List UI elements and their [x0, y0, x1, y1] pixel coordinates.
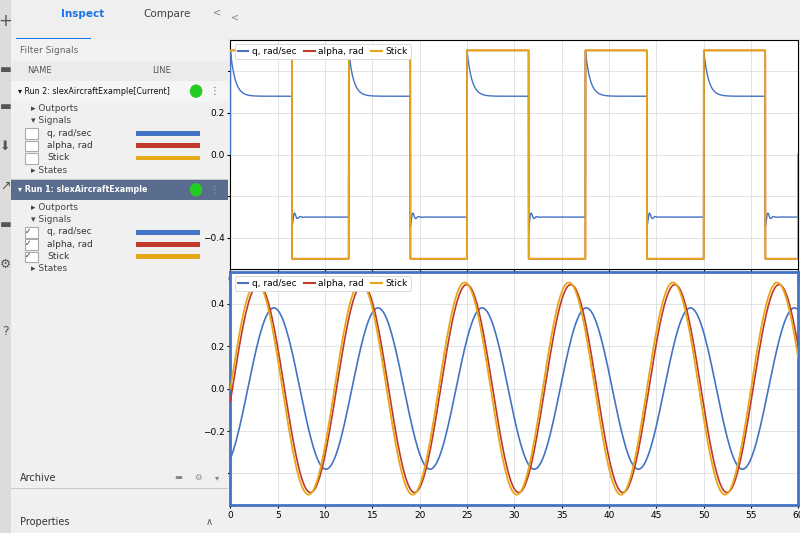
- Text: ✓: ✓: [25, 239, 31, 248]
- Bar: [25, 239, 38, 250]
- Text: ▬: ▬: [0, 63, 11, 76]
- Bar: [136, 131, 200, 136]
- Text: ▾ Signals: ▾ Signals: [31, 215, 71, 224]
- Text: +: +: [0, 12, 13, 30]
- Legend: q, rad/sec, alpha, rad, Stick: q, rad/sec, alpha, rad, Stick: [235, 276, 410, 291]
- Text: <: <: [231, 13, 239, 23]
- Bar: [11, 40, 228, 61]
- Text: ▬: ▬: [174, 473, 182, 482]
- Text: ▾: ▾: [214, 473, 218, 482]
- Bar: [11, 81, 228, 101]
- Text: ▾ Run 2: slexAircraftExample[Current]: ▾ Run 2: slexAircraftExample[Current]: [18, 87, 170, 95]
- Text: LINE: LINE: [152, 67, 171, 75]
- Text: ↗: ↗: [0, 180, 10, 193]
- Bar: [25, 141, 38, 151]
- Text: ▸ Outports: ▸ Outports: [31, 203, 78, 212]
- Text: ▾ Run 1: slexAircraftExample: ▾ Run 1: slexAircraftExample: [18, 185, 147, 194]
- Text: NAME: NAME: [27, 67, 51, 75]
- Text: ?: ?: [2, 325, 9, 338]
- Bar: [11, 61, 228, 81]
- Text: ✓: ✓: [25, 227, 31, 236]
- Text: ∧: ∧: [206, 518, 214, 527]
- Text: ▸ States: ▸ States: [31, 166, 67, 174]
- Text: ▸ Outports: ▸ Outports: [31, 104, 78, 113]
- Text: ⋮: ⋮: [210, 185, 219, 195]
- Text: Stick: Stick: [47, 154, 70, 162]
- Bar: [11, 179, 228, 180]
- Text: ⚙: ⚙: [0, 259, 11, 271]
- Bar: [136, 230, 200, 235]
- Bar: [25, 128, 38, 139]
- Bar: [11, 512, 228, 533]
- Bar: [11, 488, 228, 489]
- Bar: [0, 0, 11, 533]
- Bar: [25, 252, 38, 262]
- Bar: [11, 467, 228, 488]
- Text: q, rad/sec: q, rad/sec: [47, 129, 92, 138]
- Bar: [136, 254, 200, 259]
- Bar: [25, 153, 38, 164]
- Text: ▸ States: ▸ States: [31, 264, 67, 273]
- Text: ▬: ▬: [0, 219, 11, 231]
- Text: Properties: Properties: [20, 518, 70, 527]
- Text: ▬: ▬: [0, 100, 11, 113]
- Bar: [136, 242, 200, 247]
- Text: Archive: Archive: [20, 473, 57, 482]
- Text: ✓: ✓: [25, 252, 31, 260]
- Legend: q, rad/sec, alpha, rad, Stick: q, rad/sec, alpha, rad, Stick: [235, 44, 410, 59]
- Bar: [136, 143, 200, 148]
- Text: ⚙: ⚙: [194, 473, 202, 482]
- Text: Compare: Compare: [143, 10, 191, 19]
- Text: Stick: Stick: [47, 252, 70, 261]
- Text: ⋮: ⋮: [210, 86, 219, 96]
- Text: alpha, rad: alpha, rad: [47, 141, 93, 150]
- Bar: [11, 180, 228, 200]
- Text: Inspect: Inspect: [61, 10, 104, 19]
- Bar: [25, 227, 38, 238]
- Bar: [11, 0, 228, 40]
- Text: <: <: [213, 7, 221, 17]
- Text: ▾ Signals: ▾ Signals: [31, 117, 71, 125]
- Bar: [15, 38, 91, 39]
- Ellipse shape: [190, 183, 202, 197]
- Text: ⬇: ⬇: [0, 140, 10, 153]
- Text: Filter Signals: Filter Signals: [20, 46, 78, 54]
- Text: q, rad/sec: q, rad/sec: [47, 228, 92, 236]
- Ellipse shape: [190, 84, 202, 98]
- Bar: [136, 156, 200, 160]
- Text: alpha, rad: alpha, rad: [47, 240, 93, 248]
